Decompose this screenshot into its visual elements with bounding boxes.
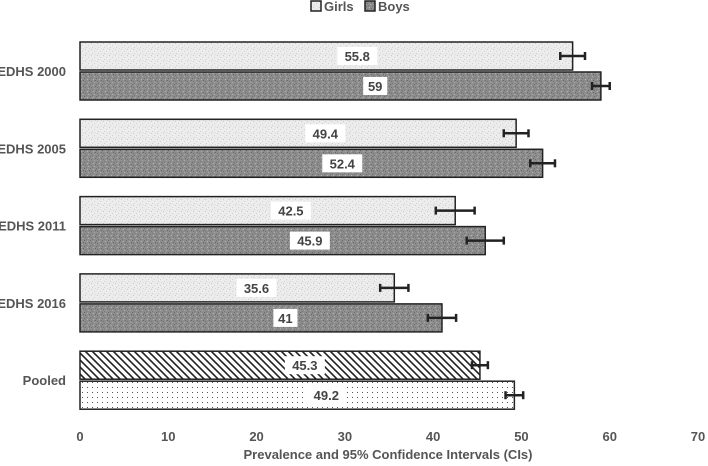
legend-label-girls: Girls: [324, 0, 354, 14]
bar-girls: [79, 350, 481, 380]
data-label: 52.4: [330, 156, 356, 171]
plot-area: 0 10 20 30 40 50 60 70 EDHS 2000 55.8 59 EDHS 2005 4…: [0, 41, 705, 444]
category-label: EDHS 2005: [0, 141, 66, 156]
category-label: EDHS 2000: [0, 64, 66, 79]
data-label-box: [305, 124, 346, 143]
bar-boys: [79, 380, 516, 410]
x-tick-label: 30: [338, 429, 352, 444]
category-label: EDHS 2016: [0, 296, 66, 311]
bar-girls: [79, 118, 517, 149]
data-label: 49.2: [314, 388, 339, 403]
x-tick-label: 10: [161, 429, 175, 444]
bar-boys: [79, 71, 602, 101]
x-tick-label: 20: [249, 429, 263, 444]
category-label: EDHS 2011: [0, 219, 66, 234]
x-tick-label: 70: [691, 429, 705, 444]
bar-boys: [79, 225, 486, 256]
data-label: 41: [278, 311, 292, 326]
x-tick-label: 60: [602, 429, 616, 444]
legend-swatch-boys: [364, 0, 376, 12]
data-label-box: [322, 154, 363, 173]
data-label: 35.6: [244, 281, 269, 296]
x-axis-title: Prevalence and 95% Confidence Intervals …: [244, 447, 533, 462]
legend-swatch-girls: [310, 0, 322, 12]
legend-label-boys: Boys: [378, 0, 410, 14]
data-label-box: [236, 278, 277, 297]
bar-girls: [79, 41, 574, 71]
data-label-box: [306, 386, 347, 405]
data-label: 49.4: [313, 126, 339, 141]
data-label-box: [273, 308, 298, 327]
data-label-box: [270, 201, 311, 220]
bar-boys: [79, 303, 443, 333]
x-tick-label: 0: [76, 429, 83, 444]
data-label: 45.9: [297, 234, 322, 249]
x-tick-label: 50: [514, 429, 528, 444]
data-label-box: [284, 356, 325, 375]
data-label-box: [337, 47, 378, 65]
data-label-box: [289, 231, 330, 250]
data-label: 59: [368, 79, 382, 94]
legend-item-girls: Girls: [310, 0, 354, 14]
data-label-box: [363, 77, 388, 95]
bar-boys: [79, 148, 544, 179]
category-label: Pooled: [23, 373, 66, 388]
data-label: 42.5: [278, 204, 303, 219]
data-label: 45.3: [292, 358, 317, 373]
bar-girls: [79, 195, 456, 226]
x-tick-label: 40: [426, 429, 440, 444]
data-label: 55.8: [345, 49, 370, 64]
legend: Girls Boys: [310, 0, 410, 14]
legend-item-boys: Boys: [364, 0, 410, 14]
